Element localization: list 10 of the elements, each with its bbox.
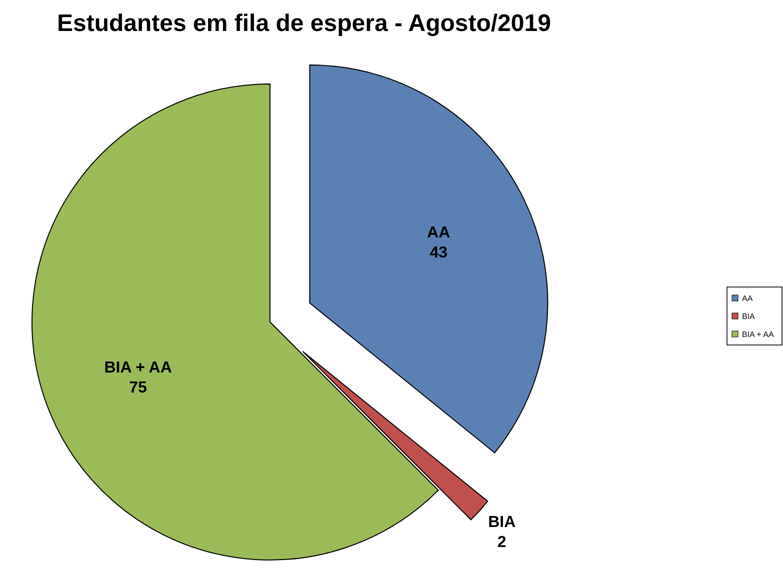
data-label: 43: [430, 244, 448, 262]
data-label: 75: [129, 380, 148, 397]
slice-label: BIA + AA: [104, 360, 172, 377]
slice-label: AA: [427, 224, 451, 242]
legend-label: BIA + AA: [742, 330, 774, 339]
legend-label: AA: [742, 294, 754, 303]
data-label: 2: [497, 534, 506, 551]
slice-label: BIA: [488, 514, 516, 531]
legend-label: BIA: [742, 312, 756, 321]
chart-title: Estudantes em fila de espera - Agosto/2019: [57, 10, 551, 37]
